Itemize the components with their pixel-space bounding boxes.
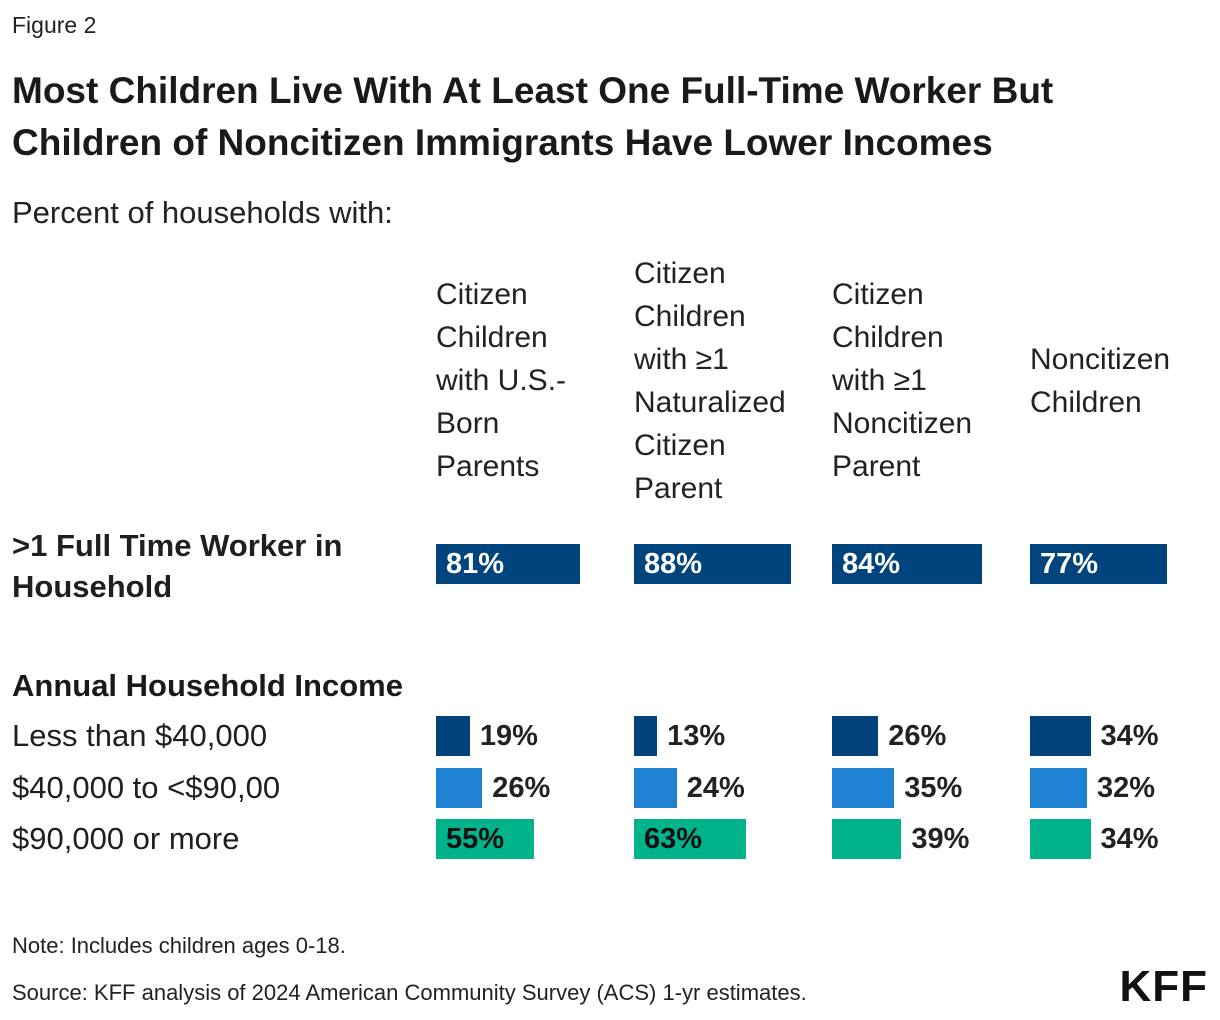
income-bar-row3-col3 (832, 819, 902, 859)
income-bar-row1-col3 (832, 716, 879, 756)
column-header-3-line-5: Parent (832, 450, 921, 483)
income-value-label-row3-col2: 63% (644, 823, 703, 855)
column-header-2-line-3: with ≥1 (634, 343, 729, 376)
worker-bar-4 (1030, 544, 1168, 584)
income-value-label-row2-col2: 24% (686, 772, 745, 804)
income-bar-row1-col2 (634, 716, 658, 756)
worker-row-label-line-1: >1 Full Time Worker in (12, 528, 343, 563)
kff-logo: KFF (1119, 962, 1208, 1011)
figure-label: Figure 2 (12, 12, 97, 38)
column-header-2-line-5: Citizen (634, 429, 726, 462)
income-bar-row1-col4 (1030, 716, 1091, 756)
worker-bar-2 (634, 544, 791, 584)
column-header-1-line-5: Parents (436, 450, 540, 483)
column-header-1-line-3: with U.S.- (436, 364, 567, 397)
column-header-2-line-2: Children (634, 300, 746, 333)
column-header-4-line-1: Noncitizen (1030, 343, 1171, 376)
income-bar-row3-col1 (436, 819, 534, 859)
income-bar-row2-col3 (832, 768, 895, 808)
column-header-3-line-1: Citizen (832, 278, 924, 311)
column-header-2-line-1: Citizen (634, 257, 726, 290)
income-value-label-row2-col1: 26% (492, 772, 551, 804)
worker-bar-3 (832, 544, 982, 584)
column-header-2-line-4: Naturalized (634, 386, 786, 419)
column-header-4-line-2: Children (1030, 386, 1142, 419)
income-bar-row3-col2 (634, 819, 747, 859)
income-row-label-1: Less than $40,000 (12, 718, 268, 753)
income-bar-row2-col1 (436, 768, 483, 808)
income-value-label-row2-col4: 32% (1096, 772, 1155, 804)
chart-note: Note: Includes children ages 0-18. (12, 933, 346, 958)
income-value-label-row1-col2: 13% (667, 720, 726, 752)
income-bar-row2-col4 (1030, 768, 1087, 808)
column-header-3-line-2: Children (832, 321, 944, 354)
chart-title-line-1: Most Children Live With At Least One Ful… (12, 70, 1054, 111)
income-row-label-3: $90,000 or more (12, 821, 240, 856)
income-value-label-row3-col1: 55% (446, 823, 505, 855)
income-bar-row3-col4 (1030, 819, 1091, 859)
income-bar-row1-col1 (436, 716, 470, 756)
income-value-label-row1-col4: 34% (1100, 720, 1159, 752)
worker-value-label-2: 88% (644, 548, 703, 580)
column-header-3-line-3: with ≥1 (832, 364, 927, 397)
column-header-1-line-1: Citizen (436, 278, 528, 311)
worker-bar-1 (436, 544, 581, 584)
income-value-label-row3-col4: 34% (1100, 823, 1159, 855)
chart-subtitle: Percent of households with: (12, 195, 393, 230)
chart-source: Source: KFF analysis of 2024 American Co… (12, 980, 807, 1005)
column-header-1-line-2: Children (436, 321, 548, 354)
worker-value-label-1: 81% (446, 548, 505, 580)
income-group-label: Annual Household Income (12, 668, 403, 703)
income-bar-row2-col2 (634, 768, 677, 808)
income-value-label-row2-col3: 35% (904, 772, 963, 804)
income-value-label-row1-col3: 26% (888, 720, 947, 752)
column-header-3-line-4: Noncitizen (832, 407, 973, 440)
worker-value-label-3: 84% (842, 548, 901, 580)
income-row-label-2: $40,000 to <$90,00 (12, 770, 281, 805)
income-value-label-row1-col1: 19% (479, 720, 538, 752)
chart-title-line-2: Children of Noncitizen Immigrants Have L… (12, 122, 993, 163)
worker-row-label-line-2: Household (12, 569, 173, 604)
column-header-2-line-6: Parent (634, 472, 723, 505)
worker-value-label-4: 77% (1040, 548, 1099, 580)
income-value-label-row3-col3: 39% (911, 823, 970, 855)
column-header-1-line-4: Born (436, 407, 500, 440)
